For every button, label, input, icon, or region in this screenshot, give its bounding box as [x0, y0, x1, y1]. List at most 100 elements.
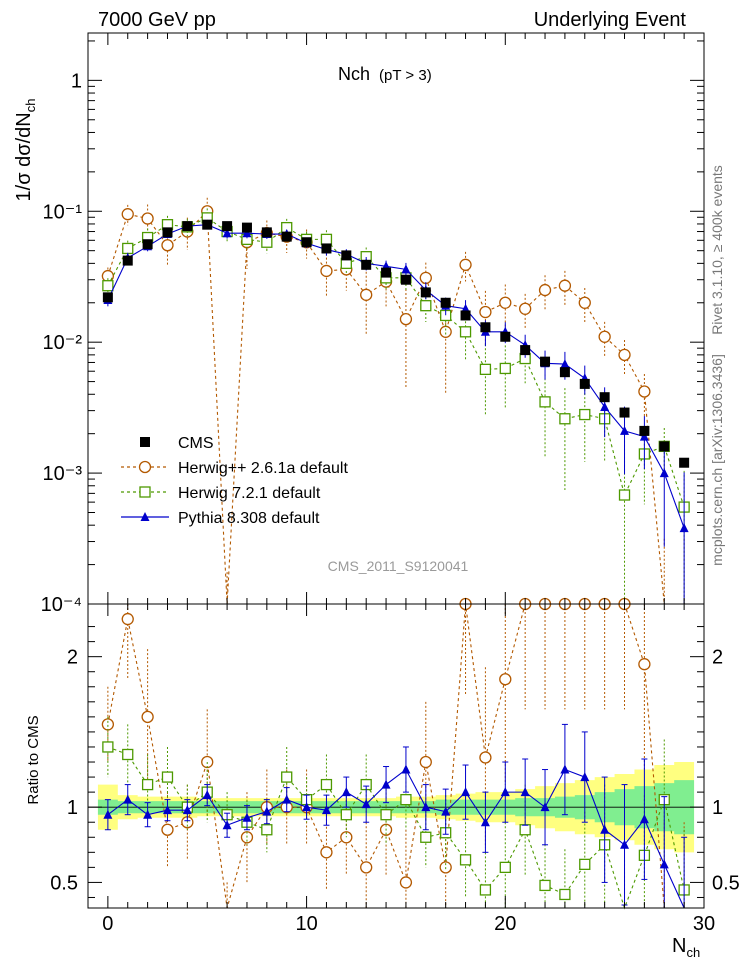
- data-point: [619, 407, 630, 418]
- ratio-point-0: [638, 658, 651, 671]
- ratio-point-1: [420, 831, 432, 843]
- plot-title: Nch (pT > 3): [338, 64, 432, 84]
- data-point: [420, 287, 431, 298]
- y-axis-title: 1/σ dσ/dNch: [13, 99, 38, 202]
- series-point-1: [459, 326, 472, 338]
- ratio-point-2: [600, 824, 610, 834]
- ratio-point-2: [580, 772, 590, 782]
- series-point-0: [499, 296, 512, 309]
- series-point-0: [121, 208, 134, 221]
- series-point-2: [222, 228, 232, 238]
- series-point-0: [638, 385, 651, 398]
- data-point: [381, 267, 392, 278]
- series-point-2: [401, 264, 411, 274]
- series-point-1: [320, 233, 333, 246]
- data-point: [679, 457, 690, 468]
- ratio-point-0: [499, 673, 512, 686]
- x-tick-label: 20: [494, 913, 516, 935]
- ratio-point-2: [461, 787, 471, 797]
- ratio-point-1: [559, 888, 571, 901]
- legend: CMS Herwig++ 2.6.1a default Herwig 7.2.1 d…: [121, 435, 348, 527]
- ratio-point-0: [101, 718, 115, 731]
- data-point: [361, 259, 372, 270]
- data-point: [162, 227, 173, 238]
- ratio-point-2: [520, 787, 530, 797]
- data-point: [261, 227, 272, 238]
- y-tick-label: 1: [71, 70, 82, 92]
- series-line-2: [107, 224, 685, 529]
- ratio-point-1: [400, 793, 412, 806]
- ratio-point-2: [282, 794, 292, 804]
- data-point: [520, 345, 531, 356]
- ratio-point-2: [262, 806, 272, 816]
- ratio-point-1: [539, 879, 551, 892]
- ratio-point-1: [579, 858, 591, 871]
- series-point-1: [559, 413, 571, 425]
- mcplots-label: mcplots.cern.ch [arXiv:1306.3436]: [709, 354, 725, 566]
- x-axis-title-sub: ch: [686, 945, 700, 960]
- x-axis-title-main: N: [672, 935, 686, 957]
- data-point: [440, 297, 451, 308]
- ratio-point-0: [360, 861, 373, 874]
- x-tick-label: 30: [693, 913, 715, 935]
- series-point-0: [479, 305, 492, 319]
- ratio-point-1: [479, 884, 492, 896]
- ratio-tick-label-right: 2: [712, 647, 723, 669]
- ratio-point-2: [421, 802, 431, 812]
- series-point-0: [320, 264, 333, 278]
- series-point-0: [439, 325, 452, 338]
- ratio-point-1: [459, 854, 472, 866]
- data-point: [281, 231, 292, 242]
- ratio-point-1: [499, 861, 511, 874]
- ratio-line-1: [107, 746, 685, 910]
- legend-marker: [140, 512, 150, 521]
- data-point: [500, 331, 511, 342]
- header-left: 7000 GeV pp: [98, 9, 216, 31]
- ratio-point-2: [302, 802, 312, 812]
- series-point-2: [639, 431, 649, 441]
- ratio-point-1: [122, 748, 134, 761]
- ratio-point-1: [261, 824, 273, 836]
- series-point-1: [102, 280, 114, 292]
- series-line-0: [107, 209, 685, 605]
- data-point: [321, 243, 332, 254]
- ratio-point-0: [479, 751, 492, 764]
- ratio-point-0: [399, 876, 413, 889]
- series-point-1: [539, 396, 551, 408]
- plot-title-sub: (pT > 3): [379, 67, 432, 84]
- data-point: [400, 274, 411, 285]
- data-point: [222, 221, 233, 232]
- data-point: [480, 322, 491, 333]
- plot-frames: [87, 32, 705, 909]
- series-point-0: [399, 312, 413, 326]
- series-point-0: [618, 348, 631, 362]
- legend-label: CMS: [178, 435, 214, 452]
- series-point-0: [598, 330, 611, 343]
- series-point-1: [420, 300, 432, 312]
- ratio-point-0: [419, 755, 432, 769]
- watermark: CMS_2011_S9120041: [328, 558, 469, 574]
- series-point-2: [600, 401, 610, 411]
- ratio-point-2: [560, 764, 570, 774]
- data-point: [301, 237, 312, 248]
- data-point: [202, 219, 213, 230]
- ratio-point-2: [222, 820, 232, 830]
- data-point: [559, 367, 570, 378]
- series-point-0: [538, 283, 552, 297]
- ratio-tick-label: 1: [67, 797, 78, 819]
- ratio-tick-label: 2: [67, 647, 78, 669]
- data-point: [659, 441, 670, 452]
- series-point-0: [161, 239, 174, 252]
- axis-ticks: [87, 33, 705, 908]
- ratio-point-2: [381, 779, 391, 789]
- main-plot-series: [101, 197, 690, 605]
- legend-marker: [138, 460, 152, 474]
- data-point: [241, 222, 252, 233]
- series-point-1: [579, 408, 591, 421]
- plot-title-main: Nch: [338, 64, 370, 84]
- x-tick-label: 0: [102, 913, 113, 935]
- series-point-2: [659, 468, 669, 478]
- ratio-point-2: [162, 805, 172, 815]
- series-point-0: [419, 271, 432, 285]
